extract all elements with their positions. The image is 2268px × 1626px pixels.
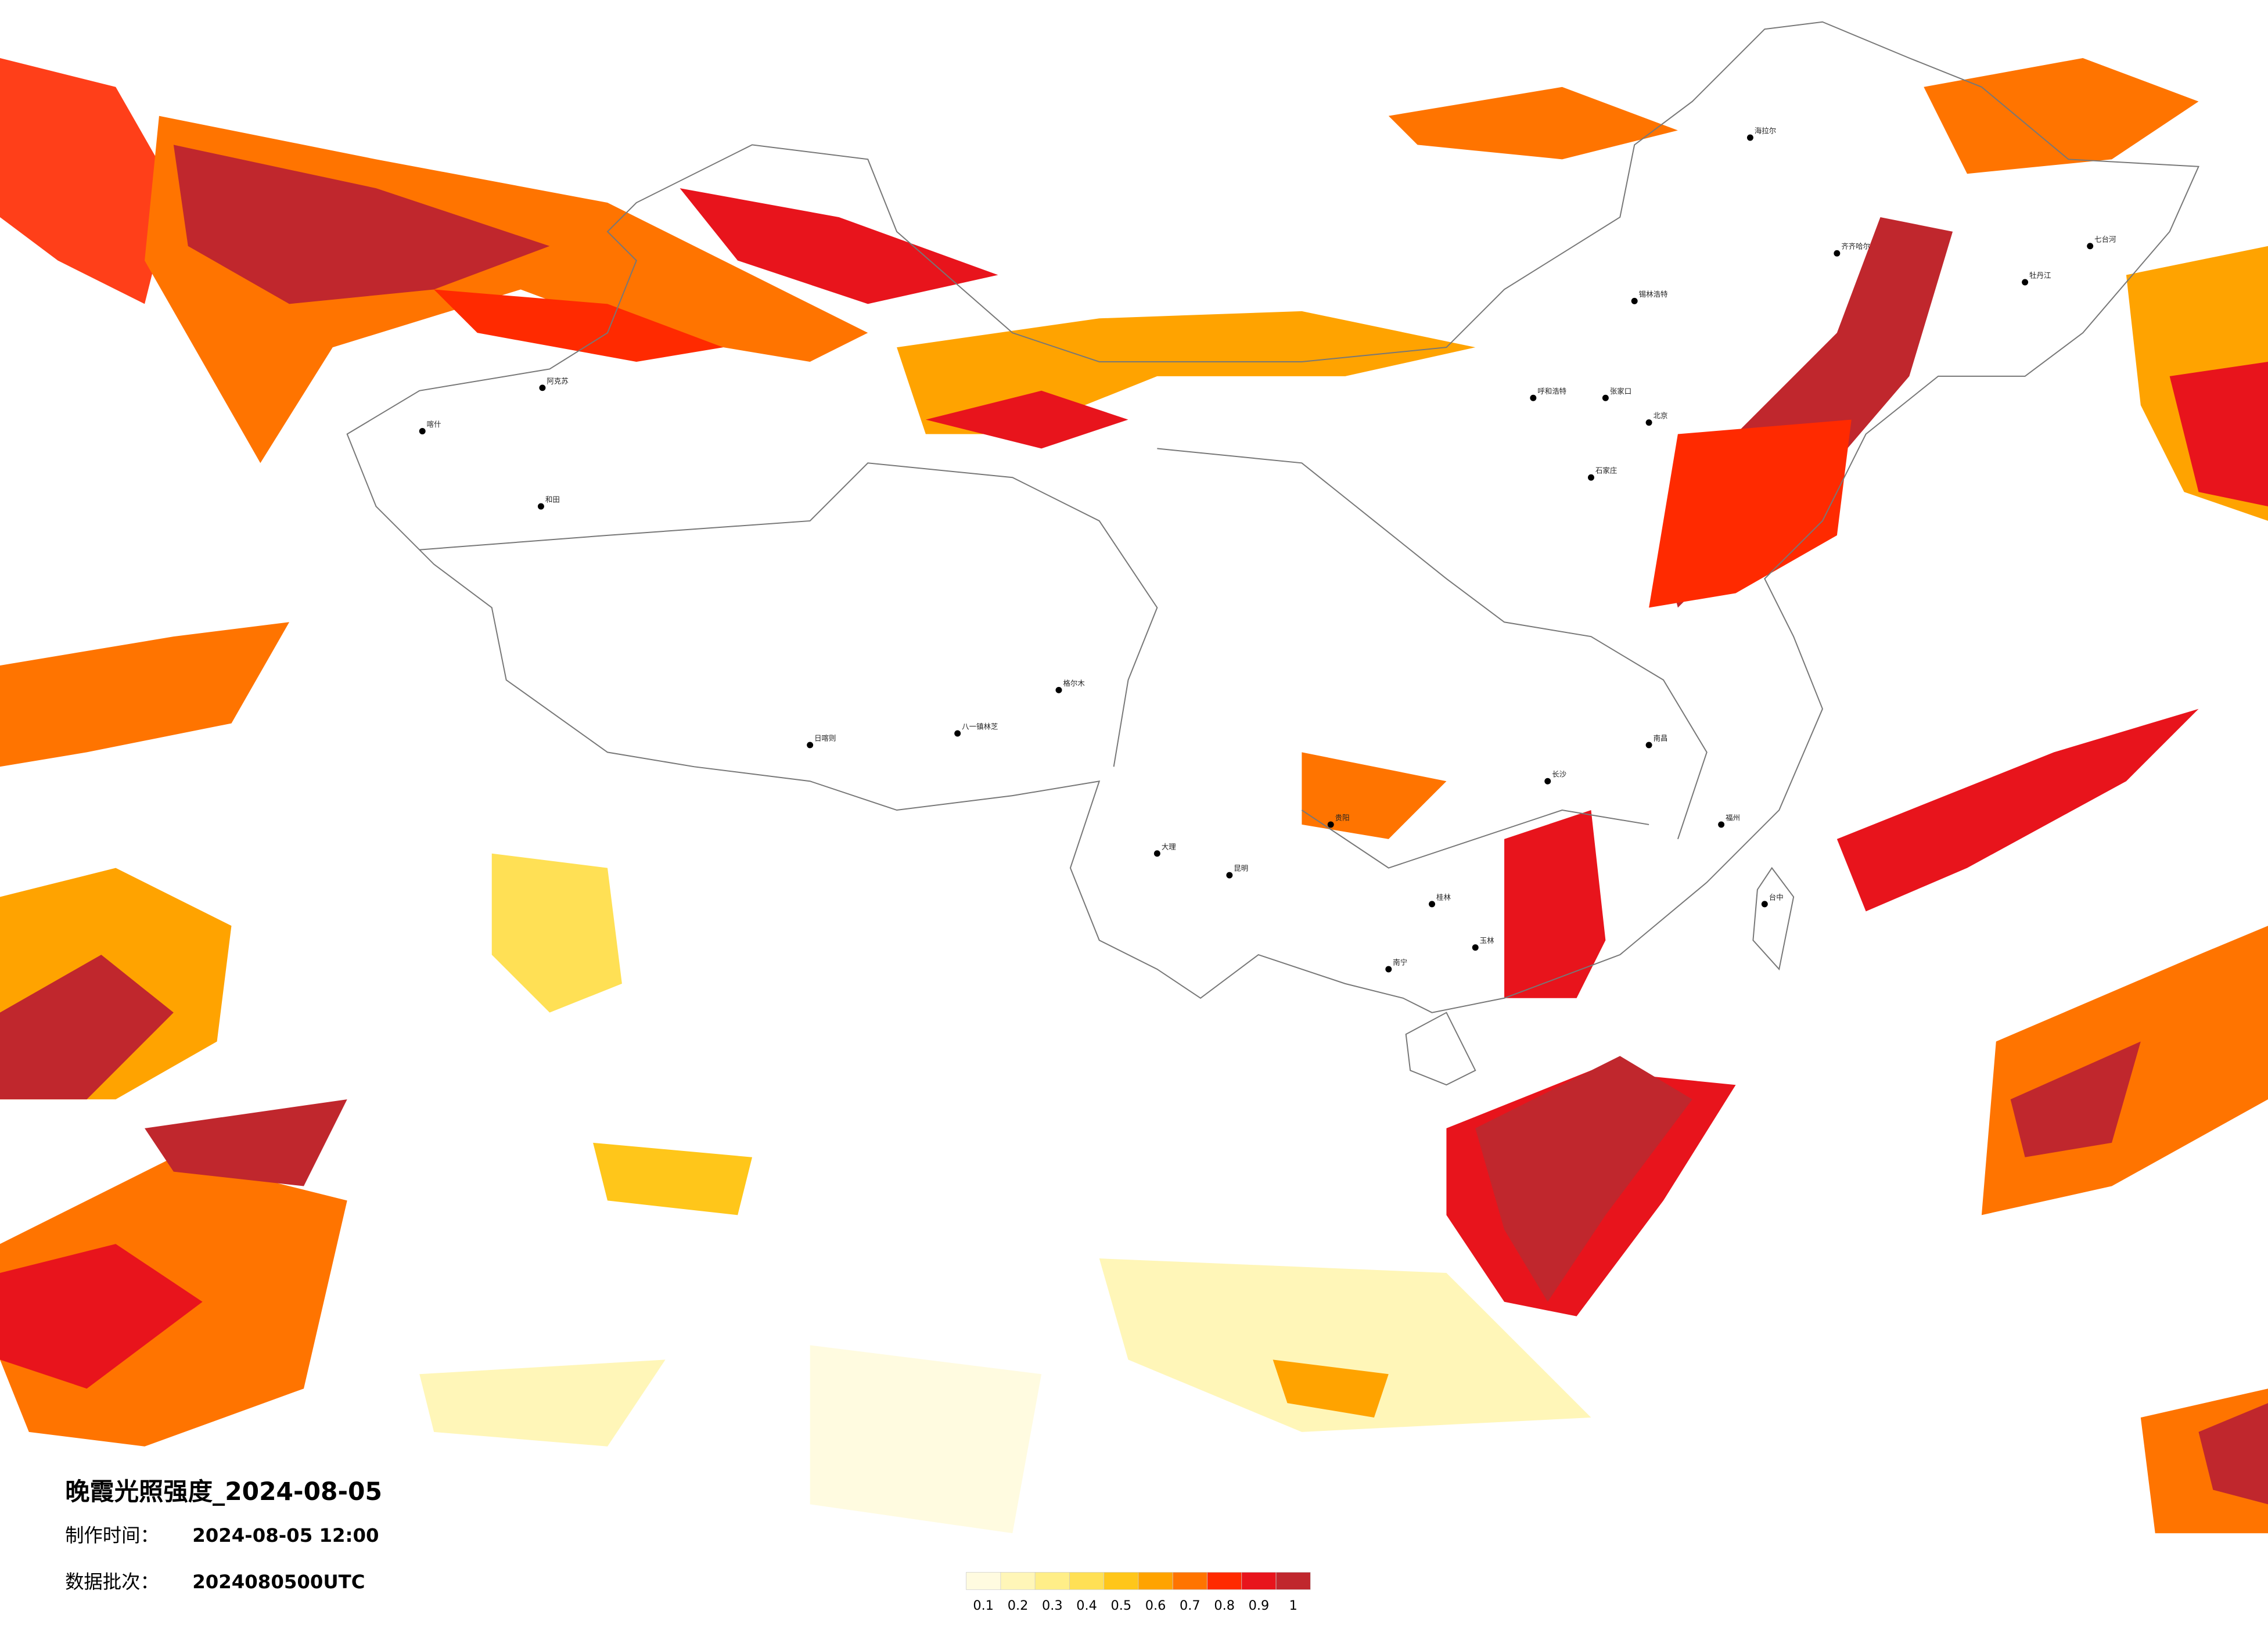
city-dot [1385, 966, 1392, 973]
city-label: 齐齐哈尔 [1841, 242, 1870, 251]
legend-tick-label: 0.1 [973, 1598, 994, 1613]
city-dot [1718, 821, 1725, 828]
boundaries [346, 21, 2199, 1086]
city-dot [954, 730, 961, 737]
made-label: 制作时间： [65, 1524, 159, 1546]
legend-tick-label: 0.4 [1076, 1598, 1097, 1613]
city-dot [1153, 850, 1160, 857]
city-dot [1327, 821, 1334, 828]
legend-tick-label: 0.8 [1214, 1598, 1235, 1613]
city-dot [1587, 474, 1594, 481]
city-label: 福州 [1726, 813, 1740, 822]
city-label: 八一镇林芝 [962, 722, 998, 731]
legend-swatch [1172, 1572, 1207, 1590]
legend-swatch [1275, 1572, 1311, 1590]
city-label: 南昌 [1654, 733, 1668, 742]
city-label: 大理 [1162, 842, 1176, 851]
city-label: 锡林浩特 [1639, 290, 1668, 298]
legend-swatch [1207, 1572, 1242, 1590]
city-label: 昆明 [1234, 864, 1248, 873]
city-label: 和田 [545, 495, 560, 504]
legend: 0.1 0.2 0.3 0.4 0.5 0.6 0.7 0.8 0.9 1 [966, 1572, 1311, 1613]
city-label: 阿克苏 [547, 376, 568, 385]
legend-swatch [1138, 1572, 1173, 1590]
city-label: 喀什 [427, 420, 441, 429]
batch-label: 数据批次： [65, 1571, 159, 1593]
city-dot [1429, 901, 1436, 908]
legend-tick-label: 0.3 [1042, 1598, 1063, 1613]
legend-tick-label: 0.5 [1111, 1598, 1132, 1613]
city-dot [419, 428, 426, 435]
city-dot [1645, 419, 1652, 426]
city-label: 石家庄 [1595, 466, 1617, 475]
legend-tick-label: 0.7 [1180, 1598, 1201, 1613]
legend-tick-label: 0.9 [1249, 1598, 1270, 1613]
city-label: 七台河 [2094, 235, 2116, 243]
legend-swatch [1000, 1572, 1036, 1590]
city-dot [1055, 686, 1062, 693]
city-dot [1761, 901, 1768, 908]
legend-swatch [1241, 1572, 1277, 1590]
city-label: 桂林 [1436, 893, 1451, 901]
city-label: 玉林 [1480, 936, 1494, 945]
city-label: 北京 [1654, 411, 1668, 420]
city-label: 长沙 [1552, 770, 1566, 779]
city-label: 台中 [1769, 893, 1784, 901]
city-label: 海拉尔 [1755, 126, 1776, 135]
city-dot [1226, 872, 1233, 879]
city-label: 日喀则 [814, 733, 836, 742]
city-label: 格尔木 [1063, 679, 1085, 688]
city-label: 呼和浩特 [1537, 387, 1566, 395]
city-label: 南宁 [1393, 958, 1407, 966]
city-label: 贵阳 [1335, 813, 1350, 822]
legend-swatch [1104, 1572, 1139, 1590]
city-dot [1544, 778, 1551, 785]
city-dot [2022, 279, 2029, 286]
city-dot [2087, 243, 2094, 250]
city-dot [1472, 944, 1479, 951]
made-value: 2024-08-05 12:00 [192, 1524, 379, 1546]
legend-swatch [1034, 1572, 1070, 1590]
city-dot [1746, 134, 1753, 141]
city-label: 张家口 [1610, 387, 1631, 395]
city-dot [537, 503, 544, 510]
legend-tick-label: 0.6 [1145, 1598, 1166, 1613]
legend-swatch [966, 1572, 1001, 1590]
city-dot [1530, 394, 1537, 401]
intensity-field [0, 57, 2268, 1534]
city-dot [539, 384, 546, 391]
legend-tick-label: 0.2 [1008, 1598, 1029, 1613]
city-dot [1631, 297, 1638, 304]
map-title: 晚霞光照强度_2024-08-05 [65, 1477, 382, 1506]
city-dot [1602, 394, 1609, 401]
city-dot [807, 742, 814, 749]
city-label: 牡丹江 [2029, 271, 2051, 280]
batch-value: 2024080500UTC [192, 1571, 365, 1593]
legend-tick-label: 1 [1289, 1598, 1297, 1613]
city-dot [1834, 250, 1841, 257]
legend-swatch [1069, 1572, 1105, 1590]
city-dot [1645, 742, 1652, 749]
